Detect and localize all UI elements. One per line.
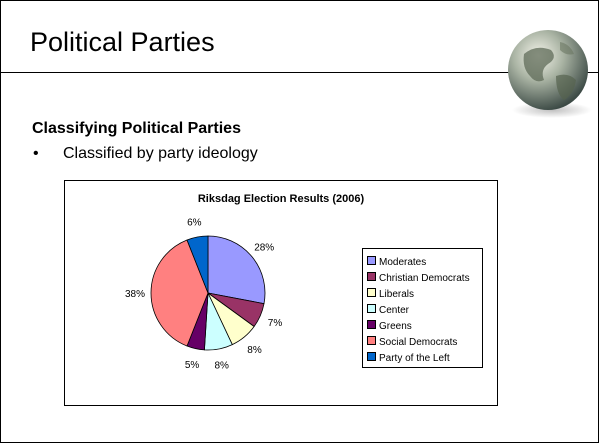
pie-chart: Riksdag Election Results (2006) 28% 7% 8% 8… [64,180,498,406]
bullet-symbol: • [33,145,39,162]
bullet-text: Classified by party ideology [63,145,258,162]
legend-label: Center [379,305,410,316]
slice-data-label: 8% [214,361,229,372]
legend-item: Moderates [367,256,426,269]
pie-plot-area: 28% 7% 8% 8% 5% 38% 6% [125,217,283,372]
legend-label: Social Democrats [379,337,458,348]
slice-data-label: 6% [187,217,202,228]
legend-item: Liberals [367,288,414,301]
legend-label: Liberals [379,289,415,300]
slide-title: Political Parties [30,27,215,57]
globe-icon [508,30,592,118]
legend-swatch [367,288,376,297]
legend-item: Center [367,304,409,317]
section-heading: Classifying Political Parties [32,120,241,137]
legend-item: Social Democrats [367,336,457,349]
slice-data-label: 28% [254,243,274,254]
legend-swatch [367,272,376,281]
pie-slice-party-of-the-left [186,235,209,294]
legend-item: Christian Democrats [367,272,470,285]
legend-label: Moderates [379,257,427,268]
pie-slice-social-democrats [150,239,209,347]
legend-item: Greens [367,320,412,333]
legend-label: Christian Democrats [379,273,470,284]
legend-swatch [367,336,376,345]
title-divider [0,72,599,73]
pie-slice-moderates [207,235,266,305]
chart-legend: Moderates Christian Democrats Liberals Cent… [362,248,483,368]
legend-swatch [367,352,376,361]
legend-swatch [367,304,376,313]
legend-swatch [367,320,376,329]
slice-data-label: 8% [247,345,262,356]
slice-data-label: 7% [268,318,283,329]
slice-data-label: 5% [185,360,200,371]
legend-item: Party of the Left [367,352,450,365]
legend-label: Party of the Left [379,353,450,364]
legend-label: Greens [379,321,412,332]
chart-title: Riksdag Election Results (2006) [197,193,365,205]
slice-data-label: 38% [125,289,145,300]
legend-swatch [367,256,376,265]
